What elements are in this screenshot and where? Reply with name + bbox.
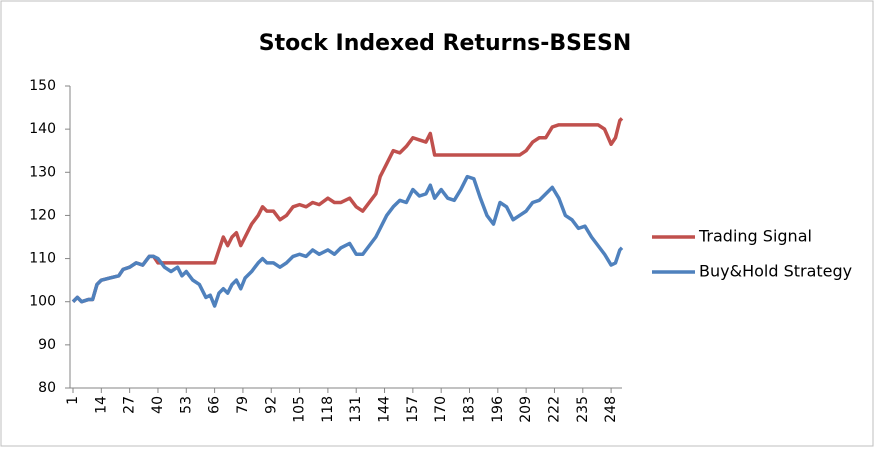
x-tick-label: 170 bbox=[433, 396, 449, 423]
y-tick-label: 90 bbox=[38, 337, 56, 353]
x-tick-label: 40 bbox=[150, 396, 166, 414]
x-tick-label: 66 bbox=[207, 396, 223, 414]
x-tick-label: 1 bbox=[65, 396, 81, 405]
y-tick-label: 140 bbox=[29, 121, 56, 137]
y-tick-label: 80 bbox=[38, 380, 56, 396]
x-tick-label: 118 bbox=[320, 396, 336, 423]
x-tick-label: 79 bbox=[235, 396, 251, 414]
x-tick-label: 196 bbox=[490, 396, 506, 423]
x-tick-label: 144 bbox=[377, 396, 393, 423]
y-tick-label: 120 bbox=[29, 207, 56, 223]
legend-label: Trading Signal bbox=[698, 227, 812, 246]
x-tick-label: 27 bbox=[122, 396, 138, 414]
y-tick-label: 110 bbox=[29, 251, 56, 267]
x-tick-label: 92 bbox=[263, 396, 279, 414]
y-tick-label: 100 bbox=[29, 294, 56, 310]
x-tick-label: 53 bbox=[178, 396, 194, 414]
x-tick-label: 131 bbox=[348, 396, 364, 423]
x-tick-label: 105 bbox=[292, 396, 308, 423]
x-tick-label: 209 bbox=[518, 396, 534, 423]
x-tick-label: 157 bbox=[405, 396, 421, 423]
x-tick-label: 235 bbox=[575, 396, 591, 423]
y-tick-label: 130 bbox=[29, 164, 56, 180]
y-tick-label: 150 bbox=[29, 78, 56, 94]
x-tick-label: 248 bbox=[603, 396, 619, 423]
chart-title: Stock Indexed Returns-BSESN bbox=[259, 31, 632, 56]
legend-label: Buy&Hold Strategy bbox=[699, 262, 852, 281]
x-tick-label: 183 bbox=[462, 396, 478, 423]
x-tick-label: 222 bbox=[546, 396, 562, 423]
x-tick-label: 14 bbox=[93, 396, 109, 414]
series-line bbox=[71, 174, 624, 308]
